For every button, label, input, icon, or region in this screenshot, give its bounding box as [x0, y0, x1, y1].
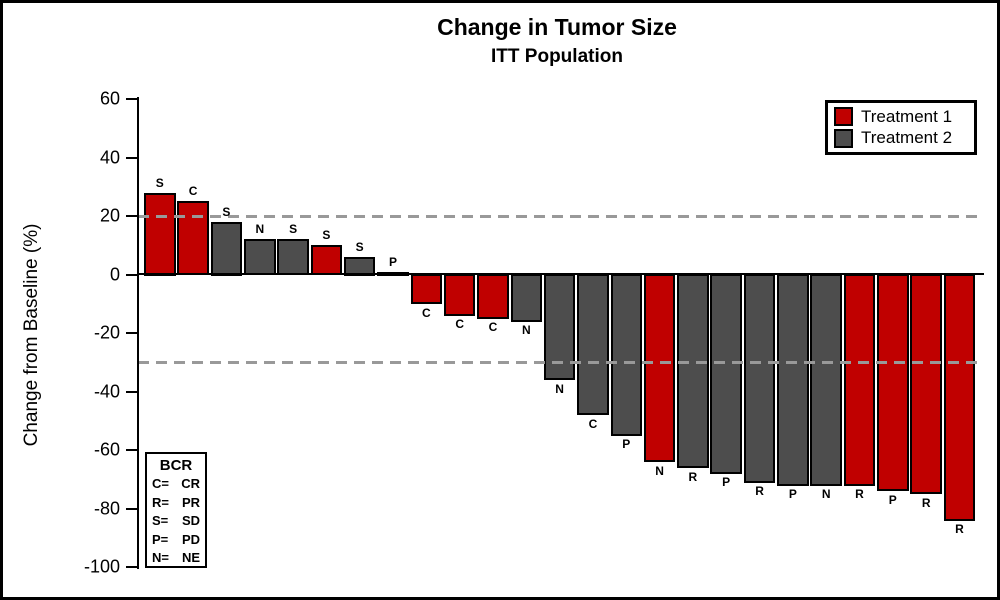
- y-axis-tick: [126, 391, 138, 393]
- bar-response-label: R: [755, 484, 764, 498]
- bar-treatment-2: [577, 274, 609, 415]
- bar-treatment-2: [210, 222, 243, 276]
- bar-response-label: C: [588, 417, 598, 431]
- y-axis-tick-label: 20: [99, 205, 120, 226]
- bcr-code: S=: [152, 513, 169, 528]
- bcr-legend-row: R= PR: [152, 494, 200, 513]
- bcr-meaning: PD: [181, 531, 200, 547]
- legend-item-label: Treatment 2: [861, 128, 953, 148]
- bcr-code: N=: [152, 550, 169, 565]
- bar-treatment-2: [510, 274, 543, 322]
- bar-response-label: N: [255, 222, 265, 236]
- y-axis-tick: [126, 449, 138, 451]
- bar-response-label: N: [821, 487, 831, 501]
- chart-title: Change in Tumor Size: [437, 14, 677, 40]
- y-axis-tick: [126, 274, 138, 276]
- bar-response-label: N: [521, 323, 531, 337]
- treatment-legend: Treatment 1 Treatment 2: [825, 100, 977, 155]
- bar-treatment-2: [677, 274, 709, 468]
- bar-treatment-2: [743, 274, 776, 483]
- bar-treatment-2: [810, 274, 842, 486]
- bcr-code: R=: [152, 494, 169, 510]
- bar-response-label: S: [155, 176, 164, 190]
- bar-treatment-2: [277, 239, 309, 275]
- bar-treatment-1: [410, 274, 443, 304]
- bar-response-label: R: [688, 470, 698, 484]
- y-axis-tick-label: 0: [109, 264, 120, 285]
- bar-treatment-1: [943, 274, 976, 521]
- y-axis-tick-label: -60: [93, 439, 120, 460]
- bar-treatment-1: [643, 274, 676, 462]
- bar-response-label: C: [188, 184, 198, 198]
- bcr-code: P=: [152, 531, 169, 547]
- legend-swatch-icon: [834, 128, 853, 148]
- bar-response-label: R: [921, 496, 931, 510]
- bar-response-label: S: [322, 228, 331, 242]
- bar-treatment-1: [310, 245, 343, 275]
- bcr-legend-row: P= PD: [152, 531, 200, 550]
- bcr-meaning: CR: [181, 476, 200, 491]
- bar-treatment-2: [343, 257, 376, 276]
- zero-baseline: [138, 273, 984, 275]
- bar-response-label: C: [455, 317, 465, 331]
- bar-response-label: S: [222, 205, 231, 219]
- legend-item: Treatment 1: [834, 107, 968, 127]
- bar-treatment-1: [477, 274, 509, 319]
- legend-item: Treatment 2: [834, 128, 968, 148]
- bar-response-label: P: [622, 437, 631, 451]
- bar-treatment-2: [543, 274, 576, 380]
- y-axis-line: [137, 97, 139, 569]
- bar-treatment-1: [144, 193, 176, 276]
- bcr-meaning: PR: [181, 494, 200, 510]
- bar-treatment-2: [244, 239, 276, 275]
- y-axis-tick: [126, 508, 138, 510]
- y-axis-tick: [126, 332, 138, 334]
- bar-treatment-1: [877, 274, 909, 491]
- y-axis-tick-label: -80: [93, 498, 120, 519]
- bar-response-label: P: [888, 493, 897, 507]
- bar-response-label: P: [388, 255, 397, 269]
- y-axis-tick: [126, 215, 138, 217]
- chart-subtitle: ITT Population: [491, 46, 623, 67]
- reference-line-20: [138, 215, 984, 218]
- bar-response-label: R: [955, 522, 964, 536]
- bar-treatment-1: [443, 274, 476, 316]
- legend-item-label: Treatment 1: [861, 106, 953, 126]
- bar-treatment-2: [710, 274, 742, 474]
- bcr-meaning: SD: [181, 513, 200, 528]
- y-axis-tick: [126, 98, 138, 100]
- y-axis-tick: [126, 566, 138, 568]
- bar-treatment-2: [610, 274, 643, 436]
- bcr-code: C=: [152, 476, 169, 491]
- bar-response-label: P: [788, 487, 797, 501]
- bar-response-label: C: [488, 320, 498, 334]
- bar-treatment-1: [177, 201, 209, 275]
- bar-treatment-1: [843, 274, 876, 486]
- y-axis-tick: [126, 157, 138, 159]
- y-axis-tick-label: -40: [93, 381, 120, 402]
- bar-response-label: P: [722, 475, 731, 489]
- legend-swatch-icon: [834, 107, 853, 127]
- bcr-legend: BCR C= CR R= PR S= SD P= PD N= NE: [145, 452, 207, 568]
- bar-response-label: N: [655, 464, 664, 478]
- bar-treatment-2: [777, 274, 809, 486]
- y-axis-tick-label: -20: [93, 322, 120, 343]
- bar-treatment-1: [910, 274, 942, 494]
- bar-response-label: R: [855, 487, 864, 501]
- bar-response-label: C: [422, 306, 431, 320]
- bar-response-label: S: [289, 222, 298, 236]
- reference-line--30: [138, 361, 984, 364]
- bcr-legend-row: C= CR: [152, 475, 200, 494]
- y-axis-tick-label: 40: [99, 147, 120, 168]
- bcr-legend-row: N= NE: [152, 549, 200, 568]
- bcr-legend-title: BCR: [159, 457, 193, 474]
- y-axis-label: Change from Baseline (%): [21, 223, 42, 447]
- y-axis-tick-label: -100: [83, 556, 120, 577]
- bcr-legend-row: S= SD: [152, 512, 200, 531]
- bar-response-label: S: [355, 240, 364, 254]
- bar-response-label: N: [555, 382, 564, 396]
- bcr-meaning: NE: [181, 550, 200, 565]
- y-axis-tick-label: 60: [99, 88, 120, 109]
